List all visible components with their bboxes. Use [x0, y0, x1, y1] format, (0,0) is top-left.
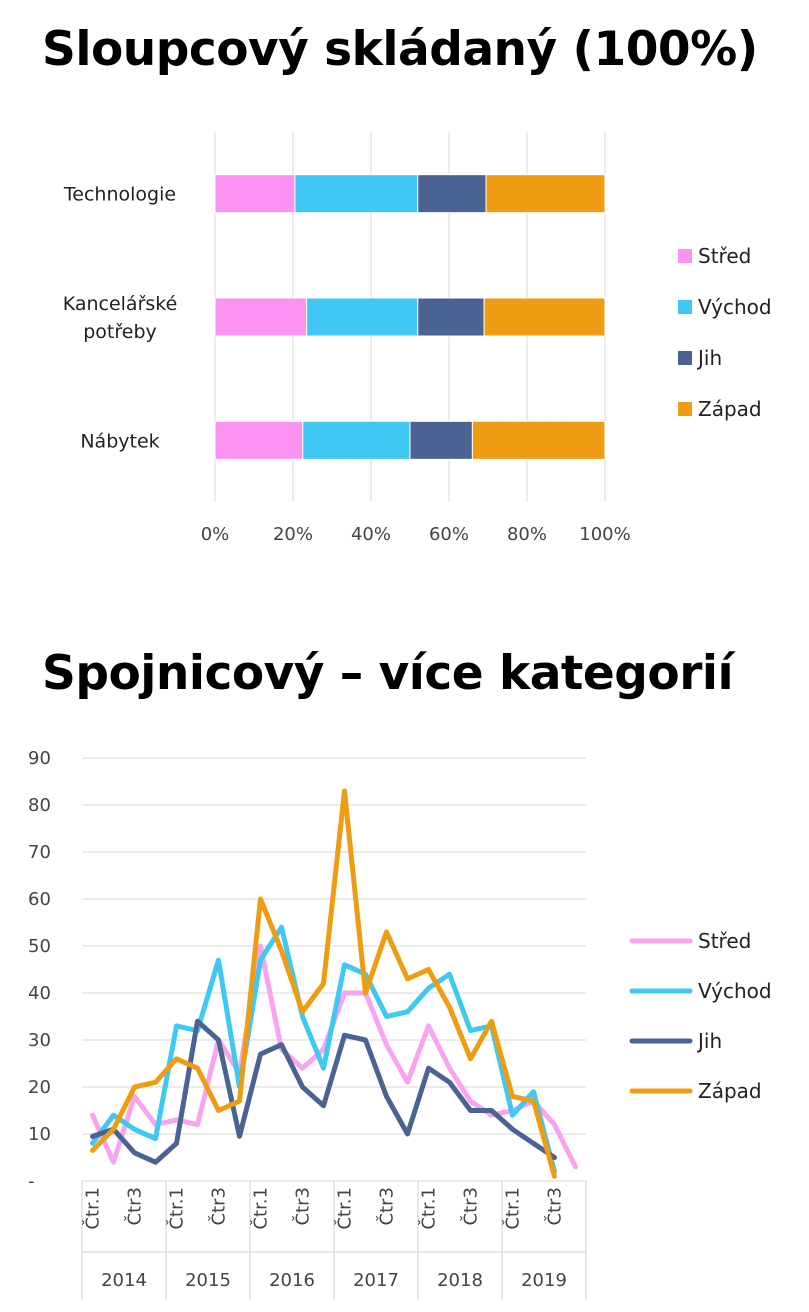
y-tick-label: 70 — [28, 842, 51, 863]
legend-label-jih: Jih — [696, 346, 722, 370]
legend-swatch-vychod — [678, 300, 692, 314]
quarter-label: Čtr.1 — [502, 1187, 524, 1230]
bar-segment-zapad — [471, 420, 606, 460]
y-tick-label: 10 — [28, 1124, 51, 1145]
legend-label-zapad: Západ — [698, 1079, 762, 1103]
y-tick-label: 40 — [28, 983, 51, 1004]
y-tick-label: 60 — [28, 889, 51, 910]
x-tick-label: 20% — [273, 524, 313, 545]
x-tick-label: 100% — [579, 524, 630, 545]
y-tick-label: 50 — [28, 936, 51, 957]
year-label: 2018 — [437, 1270, 483, 1291]
bar-segment-jih — [417, 174, 487, 214]
bar-segment-jih — [417, 297, 485, 337]
quarter-label: Čtr3 — [124, 1187, 146, 1225]
bar-segment-stred — [214, 174, 296, 214]
bar-segment-zapad — [483, 297, 606, 337]
category-label: Kancelářské — [63, 293, 178, 315]
bar-segment-stred — [214, 420, 304, 460]
quarter-label: Čtr3 — [208, 1187, 230, 1225]
category-label: Nábytek — [80, 430, 159, 452]
legend-label-stred: Střed — [698, 929, 751, 953]
stacked-bar-chart: 0% 20% 40% 60% 80% 100% Technologie Kancelářské… — [63, 132, 772, 545]
quarter-label: Čtr.1 — [334, 1187, 356, 1230]
category-label: Technologie — [63, 184, 176, 206]
bar-segment-vychod — [306, 297, 419, 337]
bar-segment-vychod — [294, 174, 419, 214]
y-tick-label: 30 — [28, 1030, 51, 1051]
category-label: potřeby — [83, 321, 157, 343]
y-tick-label: - — [28, 1171, 35, 1192]
legend-label-zapad: Západ — [698, 397, 762, 421]
legend-swatch-stred — [678, 249, 692, 263]
bar-segment-stred — [214, 297, 308, 337]
x-tick-label: 60% — [429, 524, 469, 545]
quarter-label: Čtr.1 — [418, 1187, 440, 1230]
legend-label-stred: Střed — [698, 244, 751, 268]
year-label: 2015 — [185, 1270, 231, 1291]
x-tick-label: 0% — [201, 524, 230, 545]
y-tick-label: 20 — [28, 1077, 51, 1098]
quarter-label: Čtr3 — [376, 1187, 398, 1225]
x-tick-label: 40% — [351, 524, 391, 545]
year-label: 2014 — [101, 1270, 147, 1291]
bar-segment-jih — [409, 420, 473, 460]
quarter-label: Čtr3 — [544, 1187, 566, 1225]
y-tick-label: 80 — [28, 795, 51, 816]
year-label: 2016 — [269, 1270, 315, 1291]
bar-segment-vychod — [302, 420, 411, 460]
line-series-jih — [90, 1018, 557, 1165]
bar-chart-title: Sloupcový skládaný (100%) — [42, 22, 758, 77]
y-tick-label: 90 — [28, 748, 51, 769]
legend-label-jih: Jih — [696, 1029, 722, 1053]
year-label: 2019 — [521, 1270, 567, 1291]
bar-segment-zapad — [485, 174, 606, 214]
quarter-label: Čtr.1 — [82, 1187, 104, 1230]
legend-label-vychod: Východ — [698, 979, 772, 1003]
quarter-label: Čtr.1 — [250, 1187, 272, 1230]
line-chart: - 10 20 30 40 50 60 70 80 90 2014 Čtr.1 Čtr3 2015 Čtr.… — [28, 748, 772, 1300]
quarter-label: Čtr3 — [292, 1187, 314, 1225]
legend-label-vychod: Východ — [698, 295, 772, 319]
line-series-zapad — [90, 788, 557, 1179]
x-tick-label: 80% — [507, 524, 547, 545]
quarter-label: Čtr3 — [460, 1187, 482, 1225]
legend-swatch-zapad — [678, 402, 692, 416]
line-chart-title: Spojnicový – více kategorií — [42, 646, 734, 701]
year-label: 2017 — [353, 1270, 399, 1291]
quarter-label: Čtr.1 — [166, 1187, 188, 1230]
legend-swatch-jih — [678, 351, 692, 365]
